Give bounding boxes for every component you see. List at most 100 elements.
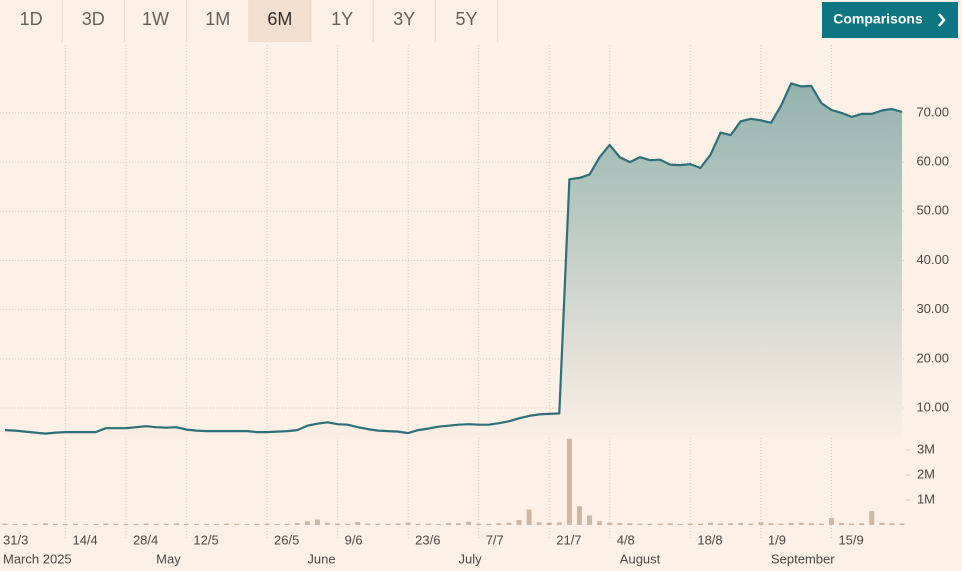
volume-bar: [73, 523, 79, 525]
volume-bar: [849, 523, 855, 525]
y-tick-label: 20.00: [916, 350, 949, 365]
volume-bar: [677, 523, 683, 525]
x-tick-label: 31/3: [3, 532, 28, 547]
volume-bar: [778, 523, 784, 525]
range-label[interactable]: 3D: [82, 9, 105, 29]
volume-bar: [264, 523, 270, 525]
volume-bar: [798, 522, 804, 525]
volume-tick-label: 2M: [917, 466, 935, 481]
volume-bar: [839, 523, 845, 525]
volume-bar: [496, 523, 502, 525]
range-button[interactable]: [248, 0, 311, 42]
volume-bar: [204, 523, 210, 525]
volume-bar: [466, 521, 472, 525]
volume-bar: [163, 523, 169, 525]
volume-bar: [667, 523, 673, 525]
volume-bar: [587, 515, 593, 525]
volume-bar: [435, 524, 441, 525]
volume-bar: [607, 522, 613, 525]
y-tick-label: 40.00: [916, 252, 949, 267]
volume-bar: [869, 511, 875, 525]
volume-bar: [133, 523, 139, 525]
volume-bar: [274, 524, 280, 525]
range-label[interactable]: 5Y: [455, 9, 477, 29]
volume-bar: [254, 523, 260, 525]
x-tick-label: 28/4: [133, 532, 158, 547]
volume-bar: [304, 521, 310, 525]
volume-bar: [153, 524, 159, 525]
range-label[interactable]: 6M: [267, 9, 292, 29]
y-tick-label: 50.00: [916, 203, 949, 218]
volume-bar: [536, 522, 542, 525]
volume-bar: [879, 522, 885, 525]
range-label[interactable]: 1D: [20, 9, 43, 29]
month-label: August: [620, 551, 661, 566]
volume-bar: [415, 523, 421, 525]
volume-bar: [627, 523, 633, 525]
month-label: July: [459, 551, 483, 566]
month-label: March 2025: [3, 551, 72, 566]
volume-bar: [325, 522, 331, 525]
x-tick-label: 7/7: [486, 532, 504, 547]
volume-bar: [697, 523, 703, 525]
y-tick-label: 30.00: [916, 301, 949, 316]
volume-bar: [113, 523, 119, 525]
y-tick-label: 10.00: [916, 399, 949, 414]
volume-bar: [214, 524, 220, 525]
volume-bar: [12, 524, 18, 525]
volume-bar: [22, 523, 28, 525]
month-label: May: [156, 551, 181, 566]
range-label[interactable]: 3Y: [393, 9, 415, 29]
volume-bar: [859, 523, 865, 525]
volume-bar: [375, 523, 381, 525]
volume-bar: [173, 523, 179, 525]
volume-bar: [42, 523, 48, 525]
range-label[interactable]: 1Y: [331, 9, 353, 29]
volume-bar: [395, 523, 401, 525]
volume-bar: [193, 524, 199, 525]
volume-bar: [244, 524, 250, 525]
volume-bar: [788, 523, 794, 525]
volume-bar: [445, 523, 451, 525]
volume-bar: [506, 522, 512, 525]
volume-bar: [728, 523, 734, 525]
y-tick-label: 70.00: [916, 104, 949, 119]
range-toolbar: 1D 3D 1W 1M 6M 1Y 3Y 5Y: [20, 0, 499, 42]
volume-bar: [425, 523, 431, 525]
volume-bar: [597, 521, 603, 525]
x-tick-label: 9/6: [345, 532, 363, 547]
volume-bar: [889, 523, 895, 525]
volume-bar: [637, 523, 643, 525]
range-label[interactable]: 1M: [205, 9, 230, 29]
volume-bar: [516, 520, 522, 525]
price-line: [4, 82, 903, 435]
volume-bar: [83, 524, 89, 525]
volume-bar: [314, 519, 320, 525]
volume-bar: [355, 522, 361, 525]
volume-bar: [708, 522, 714, 525]
volume-bar: [32, 524, 38, 525]
volume-bar: [899, 523, 905, 525]
price-area: [5, 83, 902, 438]
volume-bar: [718, 523, 724, 525]
volume-bar: [758, 522, 764, 525]
volume-bar: [284, 523, 290, 525]
volume-bar: [2, 523, 8, 525]
volume-bar: [123, 524, 129, 525]
x-tick-label: 15/9: [838, 532, 863, 547]
volume-bar: [768, 523, 774, 525]
volume-bar: [143, 523, 149, 525]
volume-bar: [52, 523, 58, 525]
volume-bar: [738, 523, 744, 525]
volume-bar: [556, 522, 562, 525]
volume-bar: [183, 523, 189, 525]
volume-bar: [687, 523, 693, 525]
volume-bar: [566, 438, 572, 525]
comparisons-button[interactable]: [822, 2, 958, 38]
comparisons-label[interactable]: Comparisons: [833, 11, 923, 27]
volume-bar: [93, 524, 99, 525]
range-label[interactable]: 1W: [142, 9, 169, 29]
volume-bar: [657, 523, 663, 525]
volume-bar: [617, 523, 623, 525]
